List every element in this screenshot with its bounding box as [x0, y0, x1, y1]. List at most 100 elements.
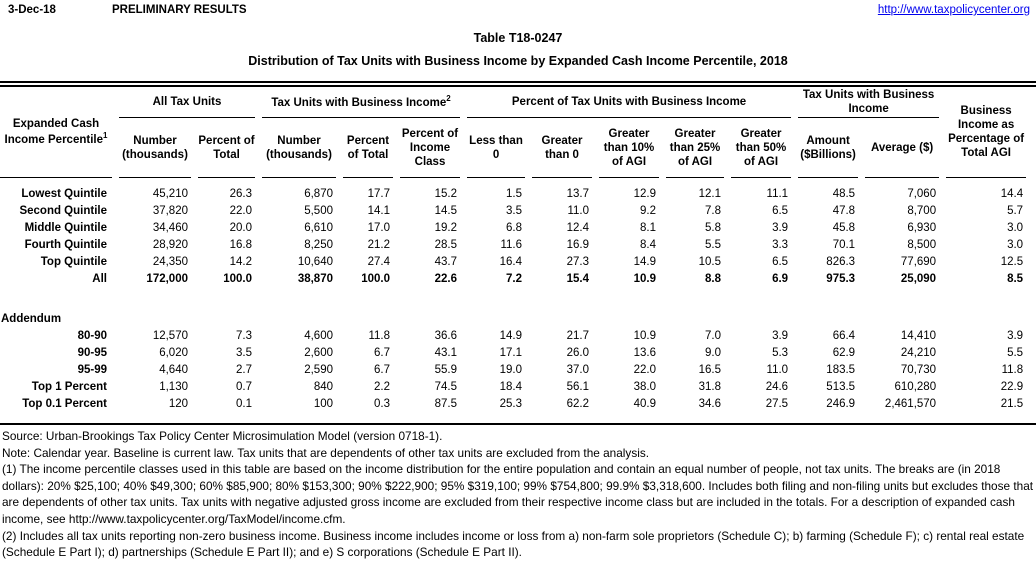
table-cell: 10.5 — [698, 256, 722, 269]
table-cell: 10,640 — [297, 256, 333, 269]
table-cell: 1.5 — [506, 188, 523, 201]
column-header-percentile-label: Expanded Cash Income Percentile — [4, 118, 103, 146]
footnote-2: Note: Calendar year. Baseline is current… — [2, 445, 650, 460]
table-cell: 826.3 — [826, 256, 856, 269]
table-cell: 16.5 — [698, 364, 722, 377]
total-row: All 172,000 100.0 38,870 100.0 22.6 7.2 15.4 10.… — [0, 271, 1026, 288]
table-cell: 3.3 — [772, 239, 789, 252]
table-cell: 38,870 — [297, 273, 333, 286]
footnote-ref-1: 1 — [102, 131, 108, 141]
table-cell: 19.2 — [434, 222, 458, 235]
table-cell: 183.5 — [826, 364, 856, 377]
table-cell: 610,280 — [894, 381, 937, 394]
column-header: Greater than 0 — [532, 118, 593, 179]
table-cell: 6.7 — [374, 364, 390, 377]
table-cell: 18.4 — [499, 381, 523, 394]
table-row: Fourth Quintile 28,920 16.8 8,250 21.2 28.5 11… — [0, 237, 1026, 254]
table-cell: 5.8 — [705, 222, 722, 235]
column-header: Number (thousands) — [262, 118, 336, 179]
column-header: Greater than 25% of AGI — [666, 118, 725, 179]
table-row: Top Quintile 24,350 14.2 10,640 27.4 43.7 16.4… — [0, 254, 1026, 271]
table-cell: 40.9 — [633, 398, 657, 411]
table-cell: 5.5 — [705, 239, 722, 252]
group-header-row: Expanded Cash Income Percentile1 All Tax… — [0, 87, 1027, 179]
table-cell: 10.9 — [633, 273, 657, 286]
table-cell: 8.5 — [1007, 273, 1024, 286]
table-cell: 14.5 — [434, 205, 458, 218]
table-cell: 15.2 — [434, 188, 458, 201]
group-header-business-income-amounts: Tax Units with Business Income — [798, 87, 940, 119]
column-header-business-income-pct-agi: Business Income as Percentage of Total A… — [946, 87, 1027, 179]
table-cell: 26.0 — [566, 347, 590, 360]
table-cell: 37.0 — [566, 364, 590, 377]
row-label: Top Quintile — [40, 256, 107, 269]
row-label: 95-99 — [77, 364, 107, 377]
spacer-row — [0, 413, 1026, 423]
row-label: All — [92, 273, 107, 286]
table-cell: 246.9 — [826, 398, 856, 411]
table-cell: 6,930 — [907, 222, 937, 235]
table-cell: 2,600 — [304, 347, 333, 360]
table-cell: 22.9 — [1000, 381, 1024, 394]
table-cell: 22.0 — [229, 205, 252, 218]
table-cell: 26.3 — [229, 188, 252, 201]
table-cell: 9.2 — [640, 205, 657, 218]
table-cell: 840 — [313, 381, 333, 394]
preliminary-results-label: PRELIMINARY RESULTS — [112, 4, 247, 16]
row-label: Middle Quintile — [24, 222, 107, 235]
results-table: Expanded Cash Income Percentile1 All Tax… — [0, 87, 1033, 423]
table-cell: 66.4 — [832, 330, 856, 343]
addendum-row: Top 1 Percent 1,130 0.7 840 2.2 74.5 18.4 56.1 3… — [0, 379, 1026, 396]
table-cell: 36.6 — [434, 330, 458, 343]
table-cell: 15.4 — [566, 273, 590, 286]
table-cell: 22.0 — [633, 364, 657, 377]
table-cell: 13.7 — [566, 188, 590, 201]
row-label: 90-95 — [77, 347, 107, 360]
table-cell: 8,500 — [907, 239, 937, 252]
table-cell: 3.9 — [772, 330, 789, 343]
table-cell: 37,820 — [152, 205, 188, 218]
table-cell: 100 — [313, 398, 333, 411]
table-cell: 8.4 — [640, 239, 657, 252]
table-cell: 21.5 — [1000, 398, 1024, 411]
table-cell: 3.0 — [1007, 222, 1024, 235]
table-row: Second Quintile 37,820 22.0 5,500 14.1 14.5 3.… — [0, 203, 1026, 220]
table-cell: 16.8 — [229, 239, 252, 252]
table-top-double-rule — [0, 81, 1036, 87]
column-header: Percent of Total — [343, 118, 393, 179]
table-cell: 28,920 — [152, 239, 188, 252]
column-header-percentile: Expanded Cash Income Percentile1 — [0, 87, 112, 179]
table-cell: 6.9 — [772, 273, 789, 286]
table-cell: 55.9 — [434, 364, 458, 377]
table-cell: 48.5 — [832, 188, 856, 201]
table-cell: 3.0 — [1007, 239, 1024, 252]
table-body: Lowest Quintile 45,210 26.3 6,870 17.7 15.2 1.… — [0, 178, 1026, 423]
row-label: 80-90 — [77, 330, 107, 343]
table-cell: 11.8 — [368, 330, 390, 343]
table-cell: 13.6 — [633, 347, 657, 360]
spacer-row — [0, 178, 1026, 186]
spacer-row — [0, 288, 1026, 311]
table-cell: 6.7 — [374, 347, 390, 360]
table-cell: 25,090 — [900, 273, 937, 286]
table-cell: 172,000 — [146, 273, 188, 286]
table-cell: 34,460 — [152, 222, 188, 235]
table-number-title: Table T18-0247 — [473, 31, 563, 45]
column-header: Percent of Income Class — [400, 118, 461, 179]
table-cell: 31.8 — [698, 381, 722, 394]
column-header: Number (thousands) — [119, 118, 191, 179]
table-cell: 56.1 — [566, 381, 590, 394]
table-cell: 2,590 — [304, 364, 333, 377]
table-cell: 6,020 — [159, 347, 188, 360]
column-header: Amount ($Billions) — [798, 118, 859, 179]
table-cell: 38.0 — [633, 381, 657, 394]
table-cell: 11.8 — [1001, 364, 1024, 377]
table-cell: 14.2 — [229, 256, 252, 269]
date-stamp: 3-Dec-18 — [8, 4, 56, 16]
table-cell: 4,640 — [159, 364, 188, 377]
table-cell: 47.8 — [832, 205, 856, 218]
table-cell: 25.3 — [499, 398, 523, 411]
table-cell: 6.5 — [772, 205, 789, 218]
addendum-row: 90-95 6,020 3.5 2,600 6.7 43.1 17.1 26.0 13.6 9.0… — [0, 345, 1026, 362]
taxpolicycenter-link[interactable]: http://www.taxpolicycenter.org — [877, 4, 1030, 16]
